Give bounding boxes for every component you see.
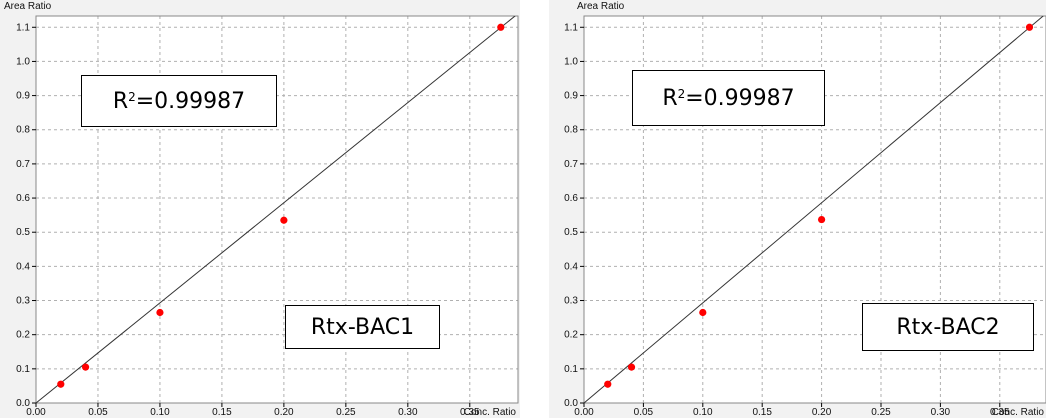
y-tick-label: 0.1 [16,364,30,375]
y-tick-label: 0.9 [16,91,30,102]
x-tick-label: 0.10 [693,407,713,418]
r2-value: =0.99987 [685,85,795,111]
regression-line [36,16,516,403]
x-axis-label: Conc. Ratio [992,407,1045,418]
y-tick-label: 0.2 [564,330,578,341]
y-tick-label: 0.5 [564,227,578,238]
y-tick-label: 1.1 [564,22,578,33]
r2-annotation: R 2 =0.99987 [632,70,825,126]
r2-prefix: R [112,88,129,114]
column-name-annotation: Rtx-BAC2 [862,303,1034,351]
data-point [57,380,65,388]
data-point [280,216,288,224]
x-tick-label: 0.00 [26,407,46,418]
calibration-plot-left: 0.0 0.1 0.2 0.3 0.4 0.5 0.6 0.7 0.8 0.9 1.0 1.1 0.00… [16,15,519,418]
r2-superscript: 2 [677,87,686,101]
x-tick-label: 0.00 [574,407,594,418]
y-tick-label: 0.8 [16,125,30,136]
plot-frame [583,15,1046,404]
x-tick-label: 0.25 [871,407,891,418]
chart-panel-left: 0.0 0.1 0.2 0.3 0.4 0.5 0.6 0.7 0.8 0.9 1.0 1.1 0.00… [0,0,520,418]
x-tick-label: 0.10 [150,407,170,418]
data-point [627,363,636,371]
data-point [81,363,90,371]
x-tick-label: 0.30 [398,407,418,418]
column-name-annotation: Rtx-BAC1 [285,305,440,349]
data-point [817,215,826,224]
r2-annotation: R 2 =0.99987 [81,75,277,127]
y-tick-label: 0.7 [16,159,30,170]
x-tick-label: 0.05 [634,407,654,418]
y-tick-label: 0.4 [16,261,30,272]
x-axis-label: Conc. Ratio [464,407,517,418]
y-tick-label: 0.5 [16,227,30,238]
x-tick-label: 0.35 [460,407,480,418]
r2-superscript: 2 [128,90,136,104]
x-tick-label: 0.30 [931,407,951,418]
y-tick-label: 0.3 [564,296,578,307]
y-axis-label: Area Ratio [4,1,52,12]
chart-panel-right: 0.0 0.1 0.2 0.3 0.4 0.5 0.6 0.7 0.8 0.9 1.0 1.1 0.00… [549,0,1046,418]
r2-value: =0.99987 [135,88,246,114]
y-tick-label: 1.1 [16,22,30,33]
y-tick-label: 0.3 [16,296,30,307]
y-tick-label: 0.6 [16,193,30,204]
x-tick-label: 0.35 [990,407,1010,418]
y-tick-label: 0.4 [564,261,578,272]
x-tick-label: 0.20 [812,407,832,418]
y-tick-label: 0.1 [564,364,578,375]
y-axis-label: Area Ratio [577,1,625,12]
y-tick-label: 0.0 [16,398,30,409]
plot-frame [35,15,519,404]
x-tick-label: 0.15 [752,407,772,418]
y-tick-label: 0.7 [564,159,578,170]
data-point [699,308,707,317]
y-tick-label: 0.6 [564,193,578,204]
x-tick-label: 0.25 [336,407,356,418]
x-tick-label: 0.05 [88,407,108,418]
regression-line [584,16,1044,403]
data-point [604,380,612,388]
calibration-plot-right: 0.0 0.1 0.2 0.3 0.4 0.5 0.6 0.7 0.8 0.9 1.0 1.1 0.00… [564,15,1046,418]
data-point [1025,23,1034,31]
x-tick-label: 0.20 [274,407,294,418]
data-point [497,23,505,31]
y-tick-label: 1.0 [16,56,30,67]
x-tick-label: 0.15 [212,407,232,418]
y-tick-label: 0.8 [564,125,578,136]
y-tick-label: 0.2 [16,330,30,341]
y-tick-label: 1.0 [564,56,578,67]
y-tick-label: 0.9 [564,91,578,102]
data-point [156,308,164,317]
r2-prefix: R [662,85,678,111]
y-tick-label: 0.0 [564,398,578,409]
